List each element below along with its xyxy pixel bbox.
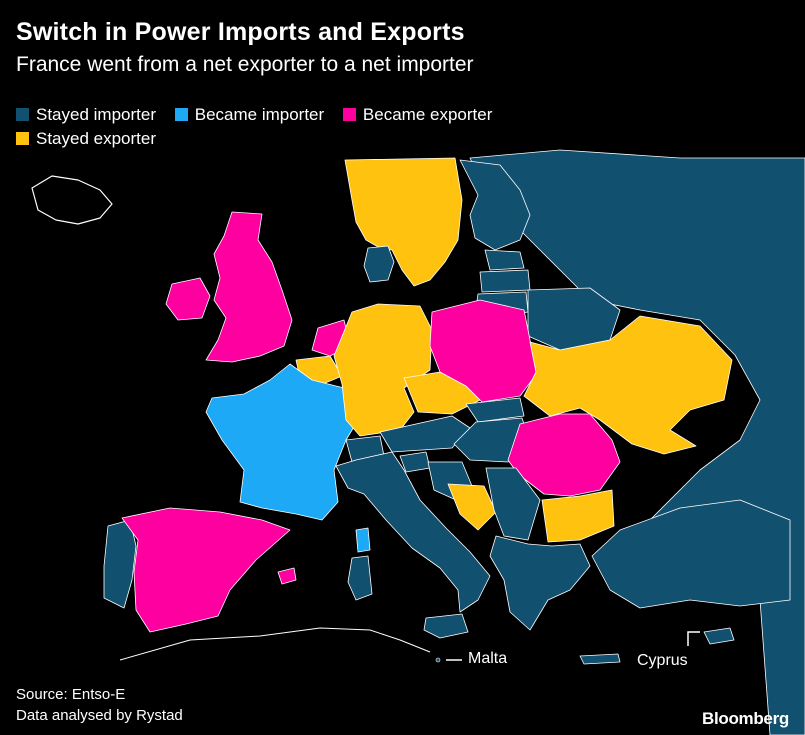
country-serbia bbox=[485, 467, 541, 541]
country-bosnia bbox=[447, 483, 497, 531]
country-estonia bbox=[484, 249, 525, 271]
legend-label-stayed-importer: Stayed importer bbox=[36, 105, 156, 124]
island-sicily bbox=[423, 613, 469, 639]
country-finland bbox=[459, 159, 531, 251]
legend-item-stayed-exporter: Stayed exporter bbox=[16, 127, 156, 150]
legend-label-stayed-exporter: Stayed exporter bbox=[36, 129, 157, 148]
island-crete bbox=[579, 653, 621, 665]
country-slovakia bbox=[465, 397, 525, 423]
source-line: Source: Entso-E bbox=[16, 686, 126, 703]
island-sardinia bbox=[347, 555, 373, 601]
country-slovenia bbox=[399, 451, 431, 473]
country-italy bbox=[335, 451, 491, 613]
legend-swatch-became-exporter bbox=[342, 108, 356, 121]
chart-title: Switch in Power Imports and Exports bbox=[16, 18, 465, 46]
islands-balearic bbox=[277, 567, 297, 585]
legend-swatch-stayed-importer bbox=[16, 108, 29, 121]
country-latvia bbox=[479, 269, 531, 293]
legend-label-became-importer: Became importer bbox=[194, 105, 325, 124]
legend-label-became-exporter: Became exporter bbox=[362, 105, 493, 124]
iceland-outline bbox=[31, 175, 113, 225]
region-russia bbox=[469, 149, 805, 735]
country-denmark bbox=[363, 245, 395, 283]
country-turkey bbox=[591, 499, 791, 609]
legend-item-became-importer: Became importer bbox=[174, 103, 325, 126]
country-poland bbox=[429, 299, 539, 403]
country-ireland bbox=[165, 277, 211, 321]
country-spain bbox=[121, 507, 291, 633]
source-note: Source: Entso-E Data analysed by Rystad bbox=[16, 684, 183, 726]
cyprus-label: Cyprus bbox=[637, 652, 688, 669]
legend-swatch-became-importer bbox=[174, 108, 188, 121]
country-portugal bbox=[103, 519, 137, 609]
legend: Stayed importer Became importer Became e… bbox=[16, 103, 576, 151]
country-bulgaria bbox=[541, 489, 615, 543]
country-balkans-south bbox=[489, 535, 591, 631]
legend-item-stayed-importer: Stayed importer bbox=[16, 103, 156, 126]
country-norway-sweden bbox=[344, 157, 463, 287]
africa-coastline bbox=[119, 627, 431, 661]
country-uk bbox=[205, 211, 293, 363]
country-france bbox=[205, 363, 359, 521]
analysis-line: Data analysed by Rystad bbox=[16, 707, 183, 724]
island-corsica bbox=[355, 527, 371, 553]
country-ukraine bbox=[523, 315, 733, 455]
malta-label: Malta bbox=[468, 650, 508, 667]
island-cyprus bbox=[703, 627, 735, 645]
malta-dot bbox=[435, 657, 441, 663]
chart-subtitle: France went from a net exporter to a net… bbox=[16, 53, 474, 76]
bloomberg-logo: Bloomberg bbox=[701, 709, 789, 728]
cyprus-bracket bbox=[687, 631, 700, 646]
legend-item-became-exporter: Became exporter bbox=[342, 103, 493, 126]
legend-swatch-stayed-exporter bbox=[16, 132, 29, 145]
country-germany bbox=[333, 303, 433, 437]
